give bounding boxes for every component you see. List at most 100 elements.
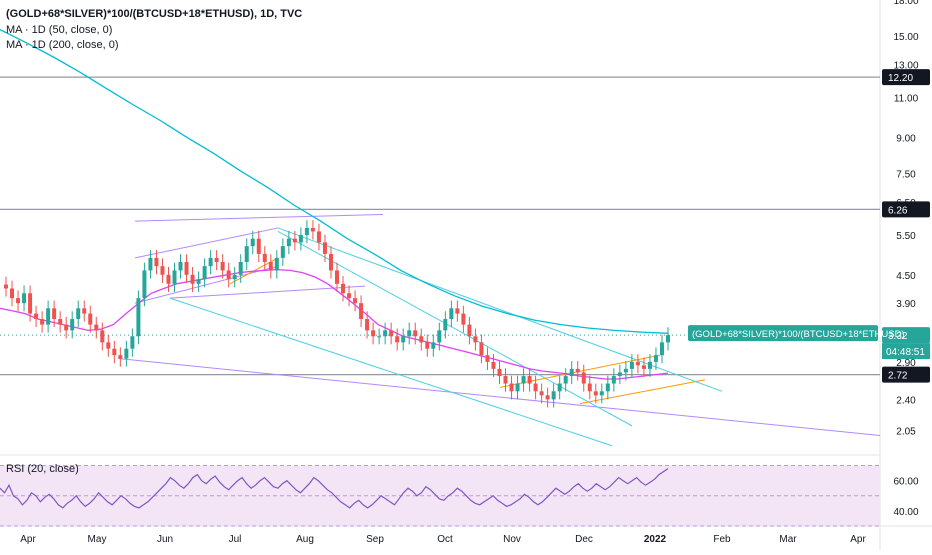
candle-body [335,270,339,284]
candle-body [304,227,309,236]
candle-body [250,238,255,247]
candle-body [473,336,478,343]
downtrend-lower-line [169,297,613,447]
candle-body [118,355,123,359]
candle-body [262,253,267,263]
time-tick-label: Dec [575,534,593,545]
candle-body [647,361,652,369]
candle-body [371,330,376,337]
candle-body [455,308,460,314]
ma200-legend[interactable]: MA · 1D (200, close, 0) [6,39,119,51]
candle-body [485,355,490,362]
candle-body [142,270,147,299]
price-tick-label: 2.40 [896,395,916,406]
price-tick-label: 4.50 [896,271,916,282]
candle-body [268,262,273,271]
candle-body [491,361,496,369]
price-marker-box [882,201,930,218]
ma50-legend[interactable]: MA · 1D (50, close, 0) [6,24,113,36]
time-tick-label: Feb [713,534,731,545]
candle-body [419,336,424,343]
price-marker-label: 2.72 [888,371,908,382]
rsi-legend[interactable]: RSI (20, close) [6,463,79,475]
candle-body [232,274,237,280]
candle-body [46,308,51,325]
time-tick-label: Apr [850,534,866,545]
rsi-tick-label: 40.00 [893,507,918,518]
candle-body [214,257,219,263]
wedge-top-line [134,213,384,222]
candle-body [659,342,664,356]
candle-body [148,257,153,271]
candle-body [190,274,195,284]
candle-body [515,383,520,392]
candle-body [443,319,448,331]
price-tick-label: 18.00 [893,0,918,7]
candle-body [184,262,189,275]
candle-body [341,283,346,294]
candle-body [479,342,484,356]
candle-body [202,266,207,280]
candle-body [497,368,502,377]
candle-body [425,342,430,349]
candle-body [208,257,213,267]
candle-body [88,313,93,325]
candle-body [611,376,616,384]
candle-body [28,293,33,314]
candle-body [365,319,370,331]
time-tick-label: Jun [157,534,173,545]
price-tick-label: 5.50 [896,231,916,242]
candle-body [100,330,105,343]
candle-body [316,231,321,243]
candle-body [666,335,670,343]
candle-body [322,242,327,254]
price-marker-label: 3.32 [888,331,908,342]
candle-body [383,330,388,337]
candle-body [503,376,508,384]
time-tick-label: Aug [296,534,314,545]
candle-body [653,355,658,362]
candle-body [58,319,63,325]
price-marker-label: 12.20 [888,73,913,84]
rsi-line [0,468,669,509]
symbol-tag-label: (GOLD+68*SILVER)*100/(BTCUSD+18*ETHUSD) [692,329,905,340]
rsi-tick-label: 60.00 [893,477,918,488]
candle-body [82,308,87,314]
candle-body [40,319,45,325]
time-tick-label: Oct [437,534,453,545]
candle-body [605,383,610,392]
candle-body [292,238,297,243]
support-line [169,285,366,299]
candle-body [34,313,39,320]
candle-body [172,270,177,284]
candle-body [527,376,532,384]
candle-body [124,348,129,359]
candle-body [617,372,622,377]
price-marker-box [882,69,930,86]
candle-body [298,235,303,243]
candle-body [377,336,382,338]
price-tick-label: 7.50 [896,170,916,181]
candle-body [16,298,21,304]
candle-body [94,324,99,331]
candle-body [449,308,454,320]
candle-body [106,342,111,349]
candle-body [551,391,556,400]
candle-body [4,284,8,289]
channel-lower-line [134,265,279,304]
time-tick-label: Nov [503,534,521,545]
candle-body [112,348,117,356]
candle-body [599,391,604,396]
candle-body [437,330,442,343]
candle-body [154,257,159,267]
price-tick-label: 3.90 [896,299,916,310]
price-tick-label: 9.00 [896,133,916,144]
candle-body [196,279,201,284]
candle-body [581,372,586,384]
candle-body [70,319,75,331]
candle-body [160,266,165,275]
symbol-title[interactable]: (GOLD+68*SILVER)*100/(BTCUSD+18*ETHUSD),… [6,8,303,20]
candle-body [413,330,418,337]
